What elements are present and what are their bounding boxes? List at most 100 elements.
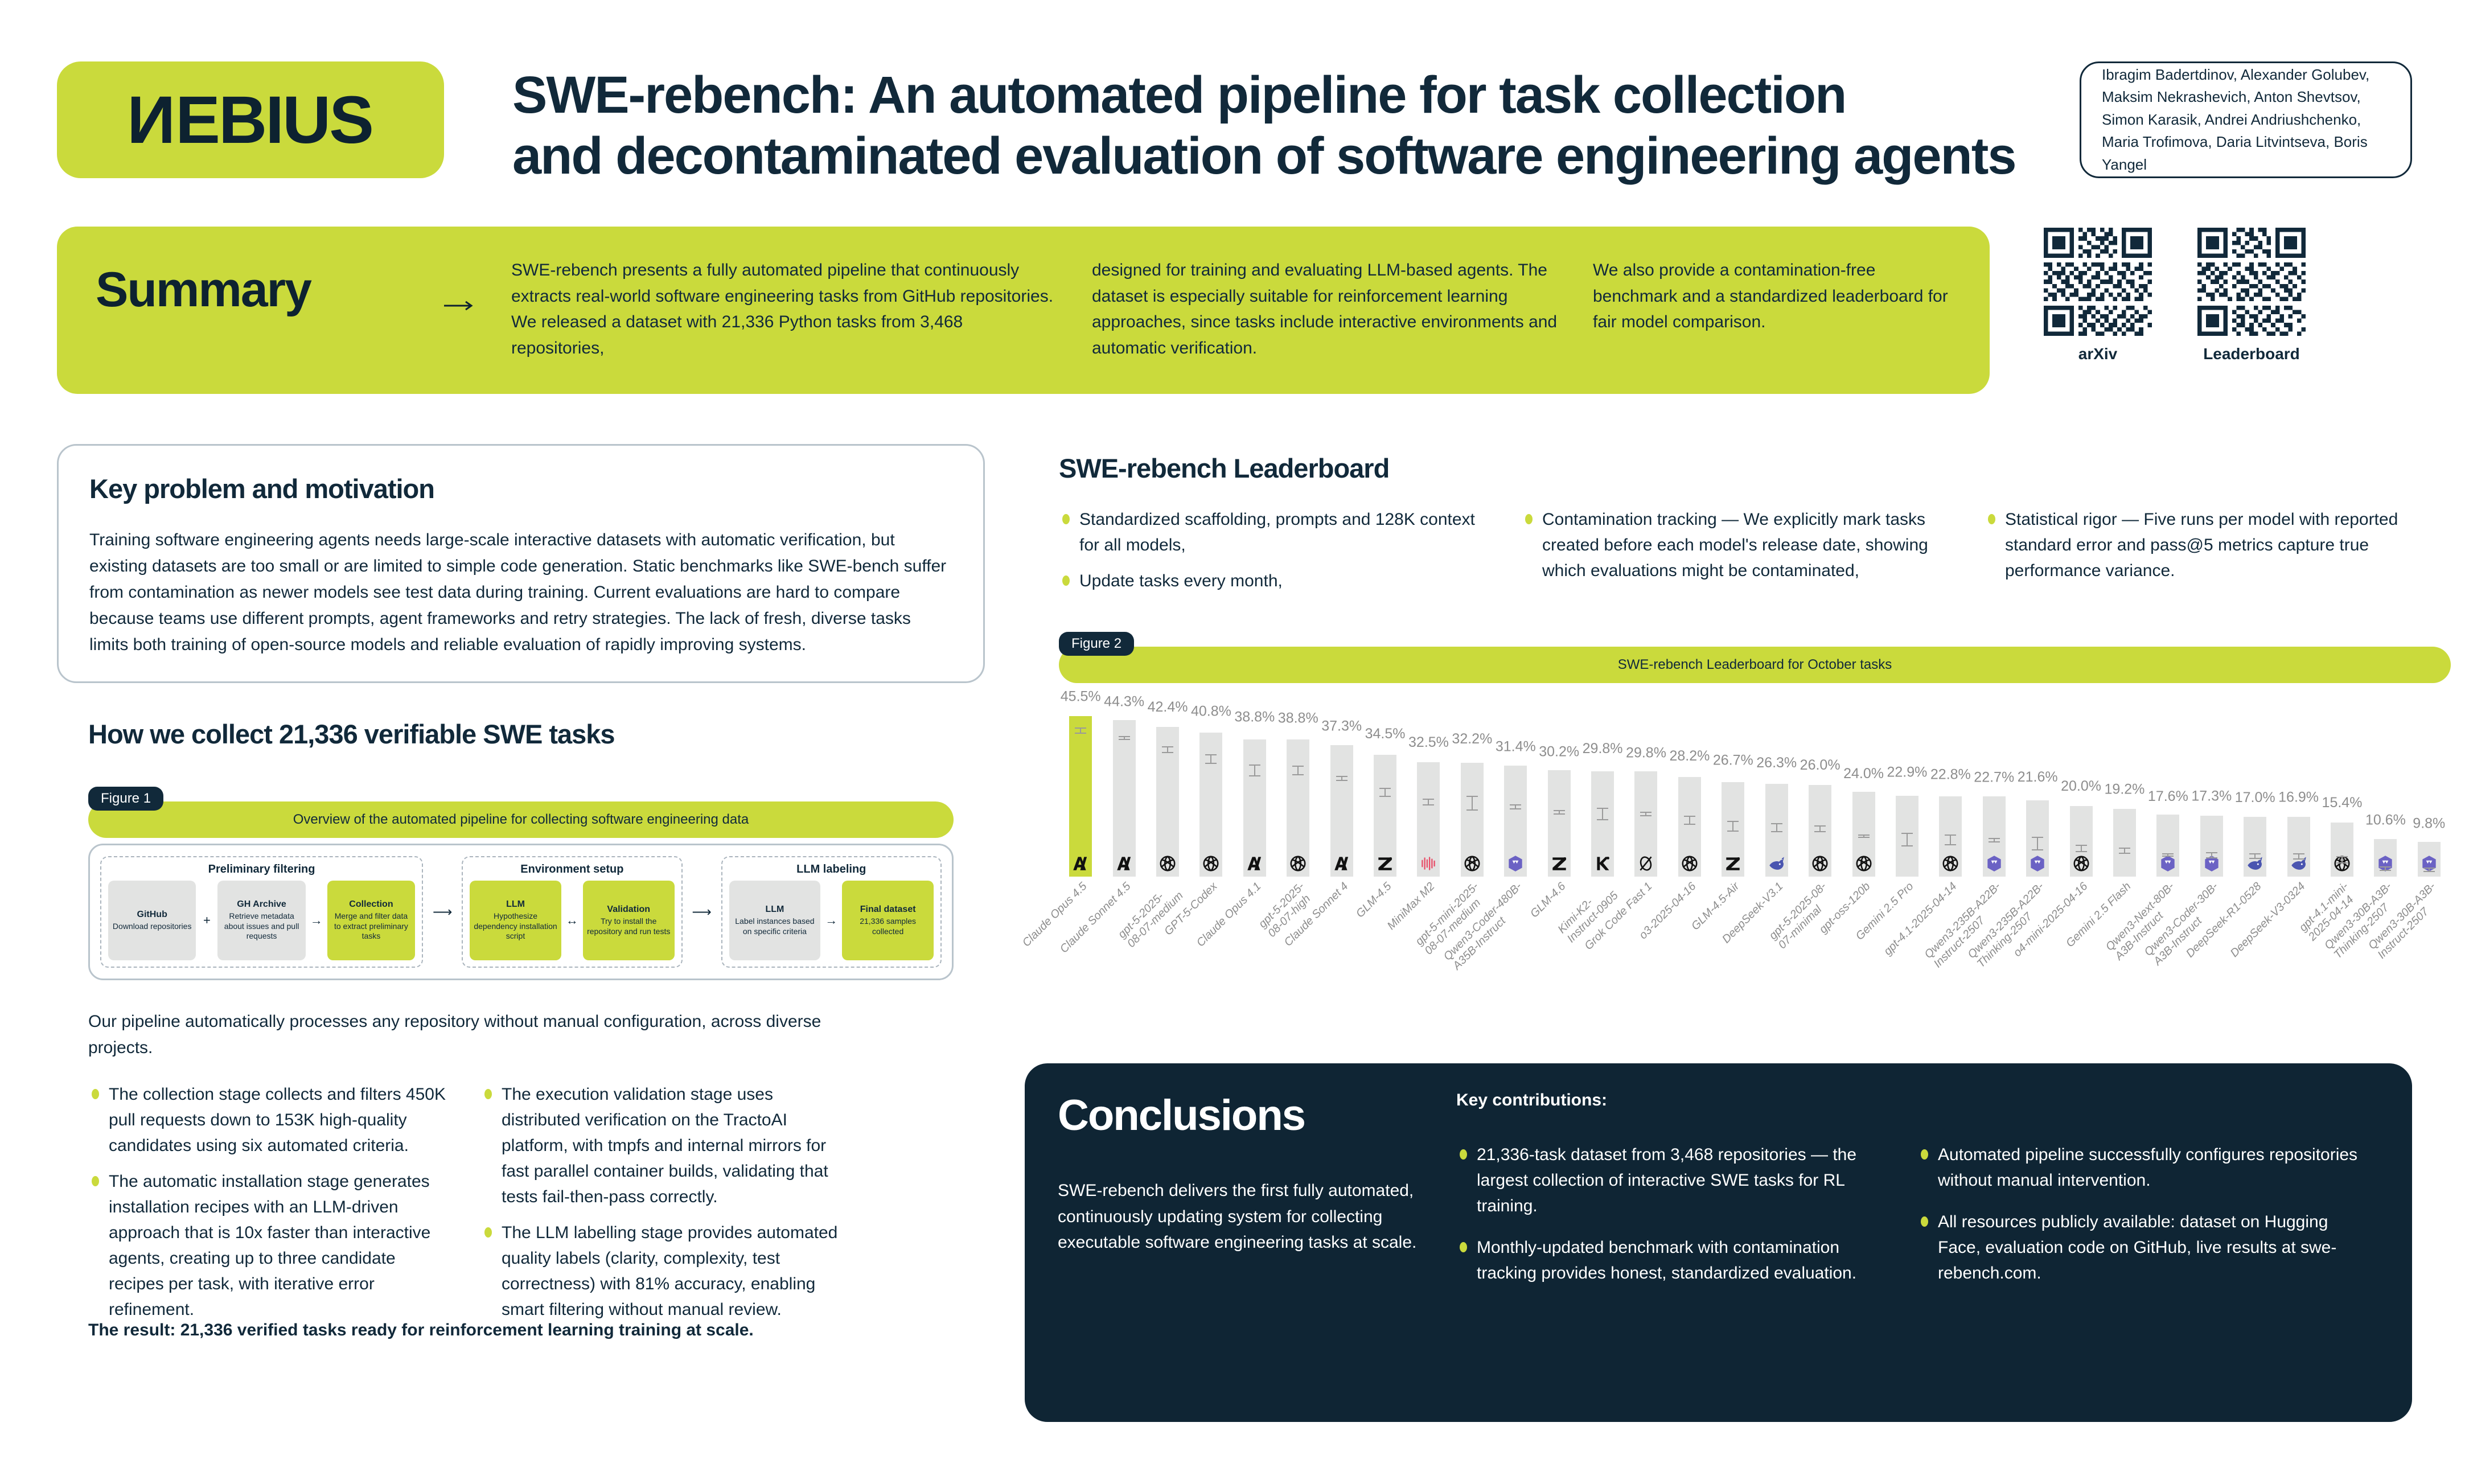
qwen-logo-icon (2158, 854, 2178, 873)
qr-code-icon (2197, 228, 2306, 336)
pipeline-step-title: Validation (607, 905, 650, 914)
chart-value-label: 26.0% (1800, 757, 1841, 773)
zhipu-logo-icon (1550, 854, 1569, 873)
nebius-logo: NEBIUS (57, 61, 444, 178)
chart-value-label: 26.7% (1712, 753, 1753, 769)
qr-leaderboard[interactable]: Leaderboard (2195, 228, 2308, 393)
chart-bar-slot: 24.0% (1842, 700, 1885, 877)
conclusions-left: Conclusions SWE-rebench delivers the fir… (1058, 1091, 1456, 1395)
chart-value-label: 32.5% (1408, 734, 1449, 750)
list-item: Update tasks every month, (1059, 568, 1482, 594)
pipeline-step-desc: Download repositories (112, 921, 192, 931)
gemini-logo-icon (2115, 854, 2134, 873)
pipeline-boxes: LLM Label instances based on specific cri… (729, 881, 934, 960)
pipeline-step: GH Archive Retrieve metadata about issues… (217, 881, 306, 960)
qwen-logo-icon (1985, 854, 2004, 873)
key-contributions-label: Key contributions: (1456, 1091, 1608, 1109)
chart-error-bar (1075, 727, 1087, 734)
pipeline-step: LLM Hypothesize dependency installation s… (470, 881, 561, 960)
pipeline-step-title: LLM (506, 899, 525, 910)
qwen-logo-icon (2419, 854, 2439, 873)
pipeline-group-3: LLM labeling LLM Label instances based on … (721, 856, 942, 968)
chart-bar-slot: 17.3% (2190, 700, 2233, 877)
chart-bar-slot: 22.7% (1973, 700, 2016, 877)
chart-bar-slot: 26.0% (1798, 700, 1842, 877)
arrow-right-icon: → (310, 913, 323, 927)
qwen-logo-icon (2028, 854, 2047, 873)
chart-bar-slot: 29.8% (1581, 700, 1624, 877)
chart-bar-slot: 10.6% (2364, 700, 2407, 877)
chart-value-label: 17.0% (2234, 789, 2275, 805)
chart-error-bar (1727, 821, 1739, 832)
pipeline-step-title: Final dataset (860, 905, 916, 914)
anthropic-logo-icon (1115, 854, 1134, 873)
chart-value-label: 10.6% (2365, 812, 2406, 828)
chart-bar: 21.6% (2018, 769, 2058, 877)
list-item: Statistical rigor — Five runs per model … (1985, 507, 2408, 583)
chart-value-label: 22.9% (1887, 764, 1928, 780)
figure2-banner: Figure 2 SWE-rebench Leaderboard for Oct… (1059, 632, 2451, 683)
list-item: The LLM labelling stage provides automat… (481, 1220, 845, 1322)
chart-bar-slot: 38.8% (1276, 700, 1320, 877)
openai-logo-icon (1810, 854, 1830, 873)
leaderboard-bullet-col-2: Contamination tracking — We explicitly m… (1522, 507, 1985, 604)
chart-error-bar (2075, 845, 2087, 852)
chart-bar: 9.8% (2413, 816, 2445, 877)
chart-error-bar (2205, 852, 2217, 859)
qr-arxiv[interactable]: arXiv (2041, 228, 2155, 393)
chart-error-bar (2162, 853, 2174, 857)
qr-leaderboard-label: Leaderboard (2203, 345, 2300, 363)
chart-error-bar (1292, 765, 1304, 776)
chart-bar: 29.8% (1583, 741, 1623, 877)
chart-bar: 32.2% (1452, 731, 1492, 877)
list-item: Automated pipeline successfully configur… (1917, 1142, 2373, 1193)
arrow-bidirectional-icon: ↔ (565, 913, 578, 927)
qwen-logo-icon (2202, 854, 2221, 873)
chart-x-slot: gpt-5-2025-08- 07-minimal (1767, 877, 1842, 990)
chart-bar: 20.0% (2061, 778, 2101, 877)
deepseek-logo-icon (1767, 854, 1786, 873)
kimi-logo-icon (1593, 854, 1612, 873)
summary-col-2: designed for training and evaluating LLM… (1092, 261, 1558, 357)
pipeline-group-title: LLM labeling (796, 863, 866, 875)
chart-error-bar (1510, 804, 1522, 810)
openai-logo-icon (1680, 854, 1699, 873)
pipeline-step-desc: Label instances based on specific criter… (735, 916, 815, 936)
chart-bar-slot: 28.2% (1668, 700, 1711, 877)
chart-bar: 17.0% (2235, 790, 2275, 877)
deepseek-logo-icon (2245, 854, 2265, 873)
chart-error-bar (1770, 823, 1782, 833)
qwen-logo-icon (2376, 854, 2395, 873)
pipeline-step: LLM Label instances based on specific cri… (729, 881, 821, 960)
chart-bar: 30.2% (1539, 743, 1579, 877)
chart-value-label: 29.8% (1626, 745, 1666, 761)
chart-x-slot: GLM-4.5 (1354, 877, 1407, 990)
chart-value-label: 28.2% (1669, 748, 1710, 764)
summary-section: Summary SWE-rebench presents a fully aut… (57, 227, 1990, 394)
key-problem-heading: Key problem and motivation (89, 474, 435, 504)
chart-bar: 31.4% (1496, 739, 1536, 877)
conclusions-right: . Automated pipeline successfully config… (1917, 1091, 2373, 1395)
chart-bar: 44.3% (1104, 694, 1144, 877)
chart-bar-slot: 32.2% (1451, 700, 1494, 877)
chart-bar: 32.5% (1408, 734, 1449, 877)
list-item: Monthly-updated benchmark with contamina… (1456, 1235, 1878, 1286)
chart-error-bar (1901, 832, 1913, 847)
pipeline-boxes: LLM Hypothesize dependency installation s… (470, 881, 675, 960)
pipeline-step-desc: Retrieve metadata about issues and pull … (224, 911, 299, 941)
list-item: 21,336-task dataset from 3,468 repositor… (1456, 1142, 1878, 1219)
qwen-logo-icon (1506, 854, 1525, 873)
pipeline-group-1: Preliminary filtering GitHub Download repo… (100, 856, 424, 968)
chart-value-label: 45.5% (1060, 688, 1101, 705)
chart-error-bar (1988, 837, 2000, 843)
chart-value-label: 40.8% (1190, 703, 1231, 720)
chart-value-label: 30.2% (1539, 743, 1580, 760)
chart-error-bar (1336, 776, 1348, 781)
anthropic-logo-icon (1071, 854, 1090, 873)
chart-bar: 38.8% (1234, 709, 1275, 877)
chart-bar-slot: 38.8% (1233, 700, 1276, 877)
pipeline-group-title: Preliminary filtering (208, 863, 315, 875)
chart-bar-slot: 37.3% (1320, 700, 1363, 877)
pipeline-boxes: GitHub Download repositories + GH Archive Re… (108, 881, 416, 960)
